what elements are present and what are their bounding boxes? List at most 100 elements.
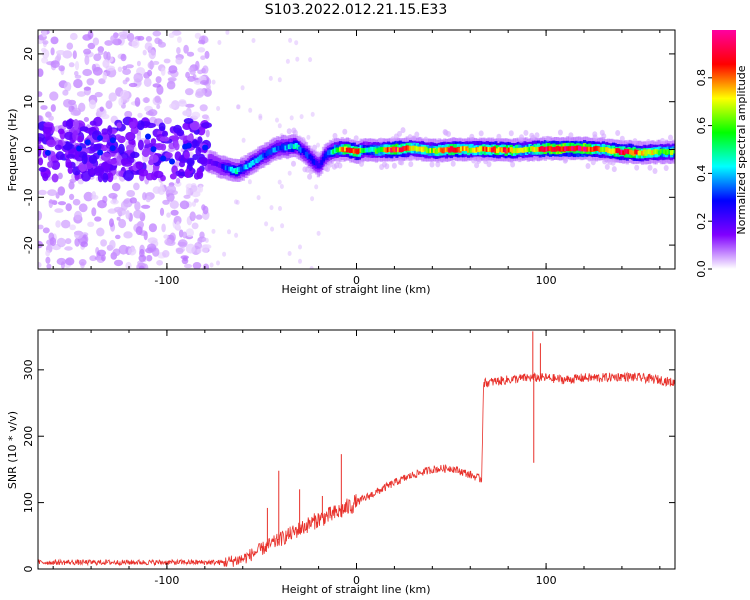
heatmap-cell xyxy=(134,201,141,211)
heatmap-cell xyxy=(193,198,199,203)
heatmap-cell xyxy=(497,147,501,152)
heatmap-cell xyxy=(179,200,190,210)
heatmap-cell xyxy=(263,152,268,158)
heatmap-cell xyxy=(316,142,320,148)
heatmap-cell xyxy=(175,57,183,65)
heatmap-cell xyxy=(217,162,222,168)
heatmap-cell xyxy=(204,37,209,43)
heatmap-cell xyxy=(408,155,414,161)
heatmap-cell xyxy=(480,146,484,152)
heatmap-cell xyxy=(391,162,397,169)
heatmap-cell xyxy=(295,56,300,62)
heatmap-cell xyxy=(125,210,130,220)
heatmap-cell xyxy=(176,129,185,137)
heatmap-cell xyxy=(379,164,385,170)
heatmap-cell xyxy=(419,146,423,152)
heatmap-cell xyxy=(163,117,172,125)
heatmap-cell xyxy=(660,137,665,144)
heatmap-cell xyxy=(436,148,440,154)
heatmap-cell xyxy=(663,165,669,171)
heatmap-cell xyxy=(516,148,520,154)
heatmap-cell xyxy=(308,154,312,160)
heatmap-cell xyxy=(104,40,113,46)
heatmap-cell xyxy=(116,154,123,166)
heatmap-cell xyxy=(159,136,170,142)
heatmap-cell xyxy=(649,150,653,156)
heatmap-cell xyxy=(296,144,300,150)
heatmap-cell xyxy=(177,36,182,43)
heatmap-cell xyxy=(122,68,131,75)
snr-spikes xyxy=(266,331,541,547)
heatmap-cell xyxy=(41,47,47,53)
heatmap-cell xyxy=(359,160,364,167)
heatmap-cell xyxy=(168,32,175,38)
heatmap-cell xyxy=(41,30,47,38)
heatmap-cell xyxy=(405,145,409,151)
heatmap-cell xyxy=(400,127,406,134)
heatmap-cell xyxy=(182,256,188,262)
snr-ticks: -100 0 100 0 100 200 300 xyxy=(22,330,675,587)
heatmap-cell xyxy=(86,78,95,86)
heatmap-cell xyxy=(644,151,648,156)
heatmap-cell xyxy=(226,165,230,171)
heatmap-cell xyxy=(320,160,324,165)
heatmap-cell xyxy=(133,182,140,191)
heatmap-cell xyxy=(163,58,171,64)
heatmap-cell xyxy=(613,148,617,154)
heatmap-cell xyxy=(74,210,82,221)
heatmap-cell xyxy=(432,148,436,153)
heatmap-cell xyxy=(166,192,175,202)
heatmap-cell xyxy=(287,251,292,256)
snr-ytick-label: 0 xyxy=(22,566,35,573)
snr-xtick-label: -100 xyxy=(154,574,179,587)
heatmap-cell xyxy=(335,158,341,164)
heatmap-cell xyxy=(359,148,363,153)
heatmap-cell xyxy=(195,214,203,220)
heatmap-cell xyxy=(91,207,97,217)
heatmap-cell xyxy=(272,147,276,153)
heatmap-cell xyxy=(150,146,157,153)
snr-xtick-label: 0 xyxy=(353,574,360,587)
heatmap-cell xyxy=(97,135,103,141)
heatmap-cell xyxy=(615,148,619,153)
heatmap-cell xyxy=(337,147,341,153)
heatmap-cell xyxy=(89,168,95,176)
heatmap-cell xyxy=(135,161,144,170)
heatmap-cell xyxy=(227,229,231,235)
heatmap-cell xyxy=(313,160,317,166)
heatmap-cell xyxy=(327,150,331,156)
heatmap-cell xyxy=(371,147,375,152)
heatmap-cell xyxy=(228,166,232,172)
snr-panel: -100 0 100 0 100 200 300 Height of straight li… xyxy=(6,329,676,596)
heatmap-cell xyxy=(492,146,496,152)
heatmap-cell xyxy=(195,146,202,156)
heatmap-cell xyxy=(531,146,535,152)
heatmap-cell xyxy=(229,166,233,172)
heatmap-cell xyxy=(73,78,83,89)
heatmap-cell xyxy=(502,147,506,152)
heatmap-cell xyxy=(185,243,196,254)
heatmap-cell xyxy=(79,126,89,132)
heatmap-cell xyxy=(48,115,54,121)
heatmap-cell xyxy=(397,130,402,137)
colorbar-tick-label: 0.8 xyxy=(695,69,708,87)
heatmap-cell xyxy=(190,185,198,192)
heatmap-cell xyxy=(141,204,151,209)
heatmap-cell xyxy=(101,128,109,135)
heatmap-cell xyxy=(617,148,621,154)
colorbar-tick-label: 0.0 xyxy=(695,260,708,278)
heatmap-cell xyxy=(248,107,253,113)
heatmap-cell xyxy=(211,228,216,234)
heatmap-cell xyxy=(286,128,292,135)
heatmap-cell xyxy=(596,146,600,151)
heatmap-cell xyxy=(292,144,297,150)
heatmap-cell xyxy=(252,160,256,165)
heatmap-cell xyxy=(410,146,414,151)
heatmap-cell xyxy=(47,189,57,197)
heatmap-cell xyxy=(219,163,223,168)
heatmap-cell xyxy=(118,218,127,229)
heatmap-cell xyxy=(299,147,303,153)
snr-xtick-label: 100 xyxy=(536,574,557,587)
heatmap-cell xyxy=(74,60,80,71)
heatmap-cell xyxy=(65,119,73,130)
